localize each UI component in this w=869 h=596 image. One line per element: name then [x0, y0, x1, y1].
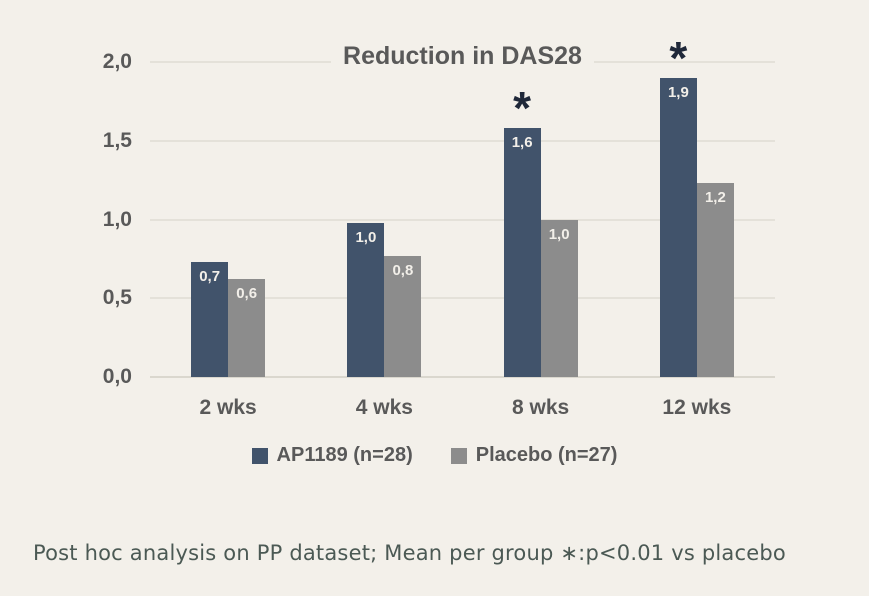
y-axis-tick-label: 2,0 [102, 50, 132, 73]
bar-value-label: 1,9 [667, 83, 689, 101]
gridline [150, 139, 775, 142]
chart-title-text: Reduction in DAS28 [331, 41, 594, 71]
chart-title: Reduction in DAS28 [150, 41, 775, 71]
bar-value-label: 1,2 [704, 189, 726, 207]
x-axis-category-label: 12 wks [662, 396, 732, 419]
y-axis-tick-label: 0,5 [102, 286, 132, 310]
legend-label-ap1189: AP1189 (n=28) [276, 444, 413, 466]
x-axis-category-label: 4 wks [355, 396, 413, 419]
legend-item-ap1189: AP1189 (n=28) [251, 444, 413, 467]
legend-swatch-ap1189 [251, 447, 268, 464]
x-axis-category-label: 8 wks [512, 396, 570, 419]
bar-placebo: 0,8 [384, 255, 422, 377]
y-axis-tick-label: 0,0 [102, 365, 132, 388]
bar-ap1189: 1,0 [347, 222, 385, 377]
gridline [150, 218, 775, 221]
bar-value-label: 1,0 [548, 225, 570, 243]
gridline [150, 297, 775, 300]
legend-swatch-placebo [450, 447, 467, 464]
y-axis-tick-label: 1,5 [102, 128, 132, 152]
bar-ap1189: 0,7 [191, 262, 229, 377]
significance-asterisk: * [669, 31, 688, 84]
bar-ap1189: 1,9 [659, 77, 697, 377]
bar-value-label: 0,8 [392, 261, 414, 279]
bar-placebo: 1,0 [540, 219, 578, 377]
bar-value-label: 0,6 [236, 285, 258, 303]
bar-placebo: 1,2 [696, 183, 734, 377]
legend: AP1189 (n=28) Placebo (n=27) [0, 444, 869, 467]
bar-value-label: 1,6 [511, 134, 533, 152]
footnote: Post hoc analysis on PP dataset; Mean pe… [33, 541, 786, 565]
bar-placebo: 0,6 [228, 279, 266, 377]
significance-asterisk: * [513, 82, 532, 135]
bar-value-label: 0,7 [199, 268, 221, 286]
bar-ap1189: 1,6 [503, 128, 541, 377]
legend-label-placebo: Placebo (n=27) [475, 444, 618, 466]
gridline [150, 376, 775, 378]
y-axis-tick-label: 1,0 [102, 207, 132, 231]
x-axis-category-label: 2 wks [199, 396, 257, 419]
bar-value-label: 1,0 [355, 228, 377, 246]
legend-item-placebo: Placebo (n=27) [450, 444, 618, 467]
